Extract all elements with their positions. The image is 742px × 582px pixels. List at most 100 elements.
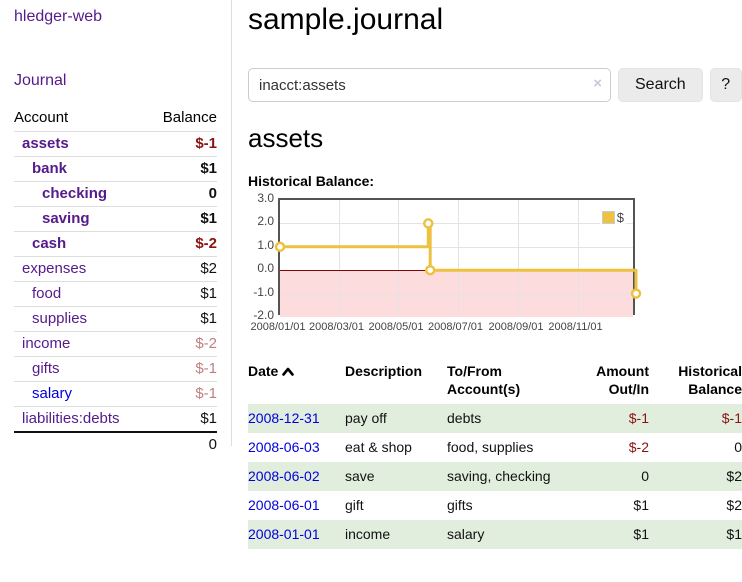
- account-balance: $2: [148, 256, 217, 282]
- account-link-income[interactable]: income: [22, 335, 71, 352]
- transaction-balance: $2: [726, 497, 742, 513]
- transaction-description: save: [345, 468, 375, 484]
- account-link-food[interactable]: food: [32, 285, 62, 302]
- account-balance: $-2: [148, 231, 217, 257]
- transaction-date-link[interactable]: 2008-06-02: [248, 468, 320, 484]
- account-link-cash[interactable]: cash: [32, 235, 67, 252]
- account-row: saving $1: [14, 206, 217, 232]
- chart-plot: $: [274, 198, 642, 317]
- sort-asc-icon: [282, 363, 295, 379]
- register-header-date[interactable]: Date: [248, 360, 345, 404]
- register-row: 2008-06-03 eat & shop food, supplies $-2…: [248, 433, 742, 462]
- chart-title: Historical Balance:: [248, 173, 375, 189]
- register-header-accounts: To/From Account(s): [447, 363, 521, 397]
- transaction-date-link[interactable]: 2008-06-03: [248, 439, 320, 455]
- transaction-date-link[interactable]: 2008-06-01: [248, 497, 320, 513]
- transaction-amount: $1: [633, 526, 649, 542]
- account-link-salary[interactable]: salary: [32, 385, 73, 402]
- account-balance: $1: [148, 306, 217, 332]
- account-row: cash $-2: [14, 231, 217, 257]
- account-row: gifts $-1: [14, 356, 217, 382]
- register-row: 2008-01-01 income salary $1 $1: [248, 520, 742, 549]
- account-link-gifts[interactable]: gifts: [32, 360, 60, 377]
- account-balance: $-1: [148, 381, 217, 407]
- transaction-description: income: [345, 526, 391, 542]
- transaction-date-link[interactable]: 2008-12-31: [248, 410, 320, 426]
- balance-chart: $ 3.0 2.0 1.0 0.0 -1.0 -2.0 2008/01/01 2008/03…: [248, 191, 742, 340]
- account-balance: $-1: [148, 356, 217, 382]
- transaction-accounts: saving, checking: [447, 468, 551, 484]
- account-link-liabilities-debts[interactable]: liabilities:debts: [22, 410, 120, 427]
- register-header-row: Date Description To/From Account(s) Amou…: [248, 360, 742, 404]
- account-balance: $1: [148, 206, 217, 232]
- transaction-accounts: food, supplies: [447, 439, 534, 455]
- account-row: expenses $2: [14, 256, 217, 282]
- account-link-checking[interactable]: checking: [42, 185, 108, 202]
- register-row: 2008-06-02 save saving, checking 0 $2: [248, 462, 742, 491]
- transaction-balance: 0: [734, 439, 742, 455]
- search-input[interactable]: [248, 68, 611, 102]
- brand-link[interactable]: hledger-web: [14, 8, 103, 25]
- account-link-assets[interactable]: assets: [22, 135, 69, 152]
- account-link-saving[interactable]: saving: [42, 210, 90, 227]
- transaction-amount: $1: [633, 497, 649, 513]
- transaction-balance: $2: [726, 468, 742, 484]
- register-header-amount: Amount Out/In: [596, 363, 649, 397]
- account-row: assets $-1: [14, 131, 217, 157]
- search-form: × Search ?: [248, 68, 742, 102]
- transaction-amount: $-2: [628, 439, 649, 455]
- account-link-bank[interactable]: bank: [32, 160, 68, 177]
- legend-swatch: [601, 211, 615, 224]
- account-row: bank $1: [14, 156, 217, 182]
- legend-label: $: [616, 210, 624, 225]
- account-balance: $-2: [148, 331, 217, 357]
- register-row: 2008-06-01 gift gifts $1 $2: [248, 491, 742, 520]
- y-tick-label: 0.0: [257, 261, 274, 276]
- register-row: 2008-12-31 pay off debts $-1 $-1: [248, 404, 742, 433]
- account-row: food $1: [14, 281, 217, 307]
- register-header-description: Description: [345, 363, 423, 379]
- sidebar: hledger-web Journal Account Balance asse…: [0, 0, 232, 457]
- transaction-balance: $-1: [721, 410, 742, 426]
- y-tick-label: -2.0: [253, 308, 274, 322]
- transaction-amount: $-1: [628, 410, 649, 426]
- account-row: salary $-1: [14, 381, 217, 407]
- transaction-balance: $1: [726, 526, 742, 542]
- accounts-header-row: Account Balance: [14, 107, 217, 132]
- transaction-date-link[interactable]: 2008-01-01: [248, 526, 320, 542]
- account-link-supplies[interactable]: supplies: [32, 310, 88, 327]
- x-tick-label: 2008/03/01: [308, 321, 365, 333]
- account-balance: 0: [148, 181, 217, 207]
- x-tick-label: 2008/05/01: [368, 321, 424, 333]
- accounts-table: Account Balance assets $-1 bank $1 check…: [14, 107, 217, 457]
- register-table: Date Description To/From Account(s) Amou…: [248, 360, 742, 549]
- y-tick-label: 2.0: [257, 214, 274, 229]
- account-row: income $-2: [14, 331, 217, 357]
- accounts-total-value: 0: [148, 431, 217, 457]
- account-row: liabilities:debts $1: [14, 406, 217, 432]
- register-header-balance: Historical Balance: [678, 363, 742, 397]
- transaction-accounts: gifts: [447, 497, 473, 513]
- x-tick-label: 2008/11/01: [548, 321, 603, 333]
- help-button[interactable]: ?: [709, 68, 742, 102]
- x-tick-label: 2008/09/01: [488, 321, 544, 333]
- account-link-expenses[interactable]: expenses: [22, 260, 87, 277]
- accounts-total-row: 0: [14, 431, 217, 457]
- transaction-description: eat & shop: [345, 439, 412, 455]
- account-heading: assets: [248, 123, 324, 153]
- x-tick-label: 2008/07/01: [427, 321, 484, 333]
- transaction-description: gift: [345, 497, 364, 513]
- y-tick-label: 1.0: [257, 237, 274, 252]
- sidebar-item-journal[interactable]: Journal: [14, 72, 67, 89]
- y-tick-label: 3.0: [257, 191, 274, 205]
- x-tick-label: 2008/01/01: [250, 321, 306, 333]
- transaction-amount: 0: [641, 468, 649, 484]
- transaction-description: pay off: [345, 410, 387, 426]
- accounts-header-balance: Balance: [162, 109, 217, 126]
- account-row: checking 0: [14, 181, 217, 207]
- account-row: supplies $1: [14, 306, 217, 332]
- y-tick-label: -1.0: [253, 284, 274, 299]
- account-balance: $1: [148, 406, 217, 432]
- clear-search-icon[interactable]: ×: [593, 75, 602, 92]
- search-button[interactable]: Search: [618, 68, 703, 102]
